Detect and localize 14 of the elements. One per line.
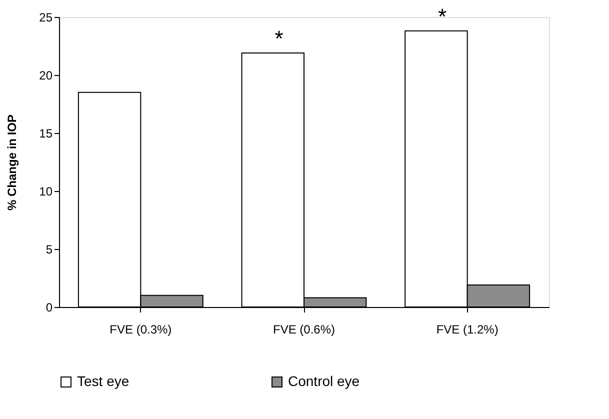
y-tick-label: 20 — [39, 68, 53, 82]
legend-label: Test eye — [77, 373, 130, 389]
y-axis-title: % Change in IOP — [5, 114, 20, 211]
y-tick-label: 0 — [46, 300, 53, 314]
y-tick-label: 10 — [39, 184, 53, 198]
x-tick-label: FVE (1.2%) — [436, 322, 498, 336]
y-tick-label: 5 — [46, 242, 53, 256]
y-tick-label: 25 — [39, 10, 53, 24]
annotation: * — [274, 26, 284, 51]
y-tick-label: 15 — [39, 126, 53, 140]
x-tick-label: FVE (0.6%) — [272, 322, 336, 336]
x-tick-label: FVE (0.3%) — [110, 322, 172, 336]
annotation: * — [438, 4, 448, 29]
legend-label: Control eye — [288, 373, 360, 389]
